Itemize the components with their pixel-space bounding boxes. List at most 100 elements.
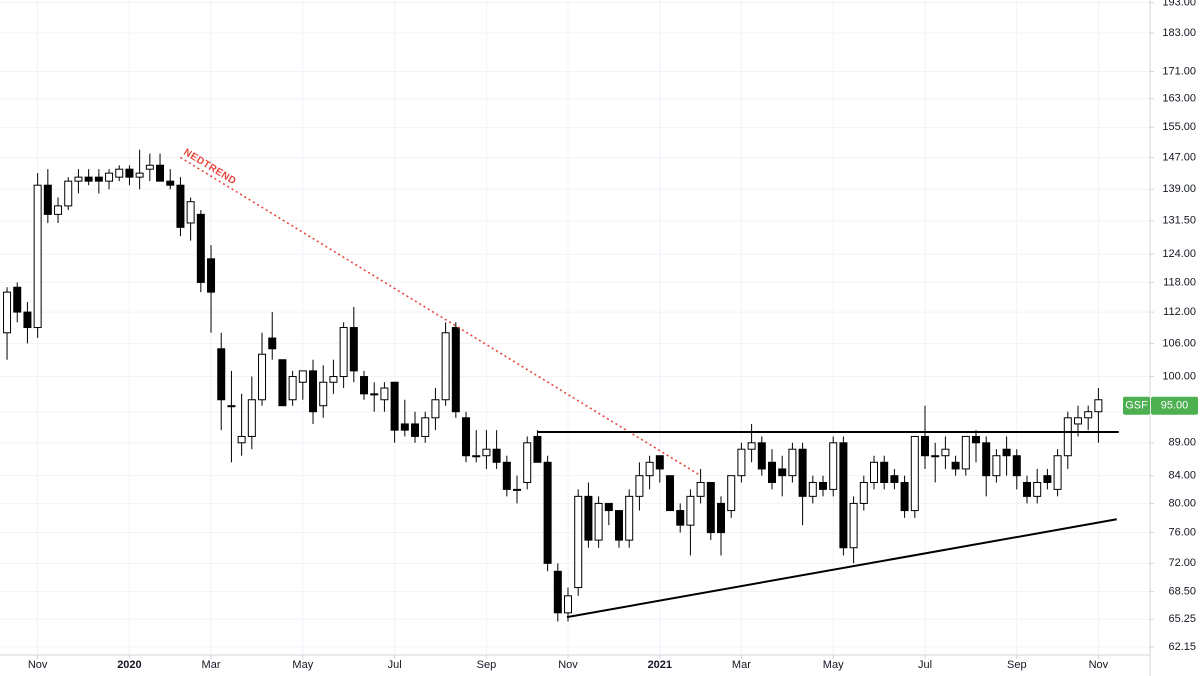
candle-body [798,448,807,497]
candle-body [54,205,63,215]
y-tick-label: 139.00 [1162,183,1196,195]
candle-body [186,201,195,224]
candle-body [819,481,828,490]
candle-body [1084,411,1093,419]
y-tick-label: 171.00 [1162,65,1196,77]
y-tick-label: 155.00 [1162,121,1196,133]
x-tick-label: Sep [1007,659,1027,671]
y-tick-label: 89.00 [1168,437,1196,449]
candle-body [717,502,726,534]
candle-body [747,442,756,450]
candle-body [309,370,318,413]
candle-body [666,475,675,512]
candle-body [829,442,838,490]
candle-body [1043,475,1052,483]
candle-body [411,423,420,437]
candle-body [676,510,685,526]
candle-body [462,417,471,457]
candle-body [1094,399,1103,413]
candle-body [839,442,848,549]
candle-body [971,435,980,444]
candle-body [910,435,919,512]
candle-body [727,475,736,512]
candle-body [492,448,501,463]
candle-body [360,376,369,395]
symbol-label: GSF [1125,400,1148,412]
candle-body [196,213,205,283]
candle-body [553,570,562,614]
candle-body [247,399,256,437]
x-tick-label: Jul [388,659,402,671]
x-tick-label: 2021 [648,659,672,671]
x-tick-label: Sep [477,659,497,671]
candle-body [920,435,929,457]
y-tick-label: 193.00 [1162,0,1196,9]
candle-body [135,172,144,178]
candle-body [339,327,348,378]
candle-body [145,164,154,170]
candle-body [931,455,940,458]
candle-body [543,461,552,564]
candle-body [604,502,613,512]
candle-body [870,461,878,483]
candle-body [3,291,12,334]
trend-line [180,156,701,476]
y-tick-label: 112.00 [1163,306,1196,318]
x-tick-label: 2020 [117,659,141,671]
candle-body [237,435,246,444]
candle-body [564,595,573,614]
candle-body [278,359,287,407]
candle-body [961,435,970,470]
last-price-label: 95.00 [1161,400,1189,412]
candle-body [900,481,909,512]
x-tick-label: May [292,659,313,671]
candle-body [451,327,460,413]
candle-body [635,475,644,497]
candle-body [288,376,297,401]
candle-body [166,180,175,186]
candle-body [84,176,93,182]
candle-body [615,510,624,541]
candle-body [533,435,542,463]
candle-body [298,370,307,383]
y-tick-label: 131.50 [1162,215,1196,227]
candle-body [217,348,226,401]
candle-body [706,481,715,534]
candle-body [859,481,868,504]
candle-body [880,461,889,483]
candle-body [594,502,603,541]
candle-body [523,442,532,483]
x-tick-label: Nov [558,659,578,671]
candle-body [1012,455,1021,477]
candle-body [43,184,52,215]
candle-body [207,258,216,293]
candle-body [696,481,705,497]
candle-body [441,332,450,401]
y-tick-label: 118.00 [1163,276,1196,288]
last-price-tag [1151,396,1198,415]
y-tick-label: 147.00 [1162,151,1196,163]
axes: 193.00 183.00 171.00 163.00 155.00 147.00 139.… [28,0,1198,671]
candle-body [768,461,777,483]
candle-body [1073,417,1082,425]
candle-body [400,423,409,431]
candle-body [349,327,358,372]
candle-body [1053,455,1062,490]
candle-body [176,184,185,228]
candle-body [431,399,440,419]
candle-body [258,353,267,401]
candle-body [319,381,328,407]
candle-body [125,168,134,178]
candle-body [105,172,114,182]
candle-body [890,475,899,483]
candle-body [390,381,399,431]
candle-body [329,376,338,383]
candle-body [625,495,634,541]
x-tick-label: Nov [28,659,48,671]
y-tick-label: 100.00 [1162,370,1196,382]
y-tick-label: 183.00 [1162,27,1196,39]
candle-body [502,461,511,490]
trend-line [566,518,1117,619]
